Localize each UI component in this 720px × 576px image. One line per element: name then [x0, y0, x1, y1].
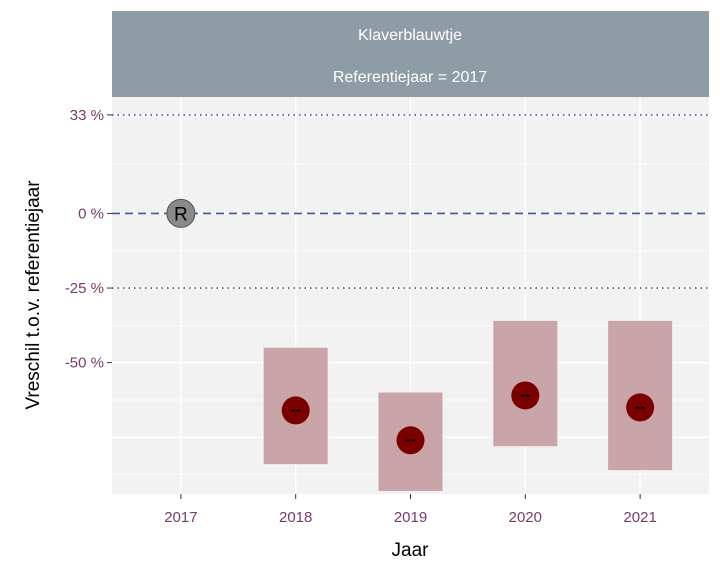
reference-lines: [112, 114, 709, 289]
x-tick-label: 2021: [623, 509, 656, 526]
point-estimate: [281, 396, 310, 425]
x-axis: 2017 2018 2019 2020 2021: [164, 494, 657, 526]
x-tick-label: 2017: [164, 509, 197, 526]
reference-point: [166, 198, 196, 228]
y-axis: 33 % 0 % -25 % -50 %: [65, 107, 112, 372]
x-tick-label: 2019: [394, 509, 427, 526]
y-axis-title: Vreschil t.o.v. referentiejaar: [23, 180, 44, 410]
facet-subtitle: Referentiejaar = 2017: [333, 69, 487, 86]
x-tick-label: 2020: [509, 509, 542, 526]
y-tick-label: 33 %: [70, 107, 104, 124]
point-symbol: --: [635, 398, 646, 415]
point-symbol: --: [520, 386, 531, 403]
reference-point-label: R: [174, 204, 188, 225]
x-axis-title: Jaar: [392, 540, 430, 561]
point-symbol: --: [290, 401, 301, 418]
point-symbol: --: [405, 431, 416, 448]
point-estimate: [396, 426, 425, 455]
points: -- -- -- -- R: [166, 198, 655, 455]
y-tick-label: -25 %: [65, 280, 104, 297]
y-tick-label: -50 %: [65, 355, 104, 372]
facet-title: Klaverblauwtje: [358, 27, 462, 44]
y-tick-label: 0 %: [78, 205, 104, 222]
facet-strip: [112, 11, 709, 97]
point-estimate: [511, 381, 540, 410]
point-estimate: [626, 393, 655, 422]
x-tick-label: 2018: [279, 509, 312, 526]
